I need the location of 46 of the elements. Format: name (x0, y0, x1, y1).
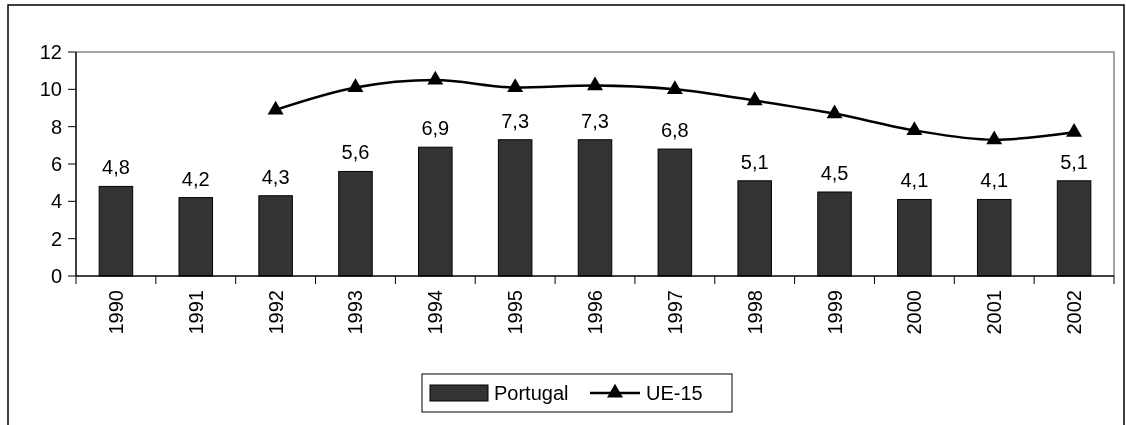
data-label: 5,1 (740, 150, 769, 173)
x-tick-label: 2000 (903, 290, 926, 335)
y-tick-label: 4 (50, 190, 62, 213)
point (587, 76, 603, 91)
y-tick-label: 0 (50, 265, 62, 287)
x-tick-label: 2002 (1063, 290, 1086, 335)
x-tick-label: 1998 (743, 290, 766, 335)
data-label: 4,8 (102, 156, 130, 179)
data-label: 6,9 (421, 117, 450, 140)
x-tick-label: 2001 (983, 290, 1006, 335)
x-tick-label: 1990 (104, 290, 127, 335)
x-tick-label: 1995 (504, 290, 527, 335)
point (746, 91, 763, 106)
x-tick-label: 1996 (584, 290, 606, 335)
data-label: 5,1 (1060, 150, 1088, 173)
point (906, 121, 923, 135)
data-label: 4,3 (261, 165, 290, 188)
y-tick-label: 12 (39, 41, 62, 63)
point (1066, 123, 1083, 137)
y-tick-label: 8 (50, 115, 62, 138)
point (267, 100, 284, 115)
point (507, 78, 524, 93)
point (986, 130, 1003, 145)
data-label: 4,2 (181, 167, 210, 190)
x-tick-label: 1999 (823, 290, 846, 335)
data-label: 7,3 (581, 109, 609, 132)
x-tick-label: 1997 (663, 290, 686, 335)
legend-label: Portugal (494, 382, 569, 404)
legend-label: UE-15 (646, 382, 703, 404)
data-label: 5,6 (341, 141, 370, 164)
x-tick-label: 1993 (344, 290, 367, 335)
y-tick-label: 2 (50, 227, 62, 250)
y-tick-label: 6 (50, 153, 62, 175)
point (427, 70, 444, 85)
y-tick-label: 10 (39, 78, 62, 101)
data-label: 6,8 (660, 119, 689, 142)
point (347, 78, 364, 93)
point (666, 80, 683, 94)
data-label: 7,3 (501, 109, 530, 132)
x-tick-label: 1992 (264, 290, 287, 335)
data-label: 4,5 (820, 162, 849, 184)
data-label: 4,1 (900, 169, 929, 192)
data-label: 4,1 (980, 169, 1009, 192)
x-tick-label: 1991 (184, 290, 207, 335)
x-tick-label: 1994 (424, 290, 447, 335)
point (826, 104, 843, 119)
